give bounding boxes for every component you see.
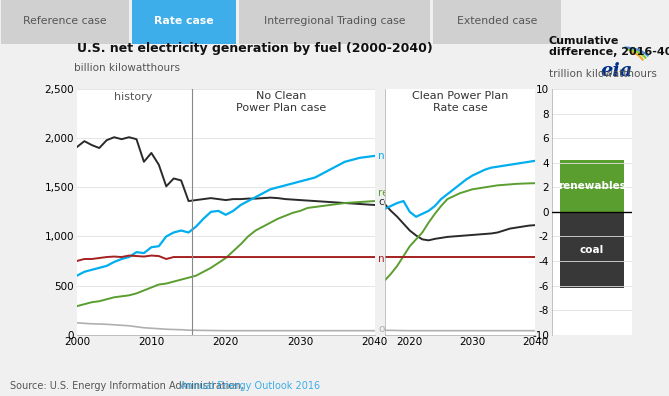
Text: coal: coal	[379, 196, 400, 207]
Text: Clean Power Plan
Rate case: Clean Power Plan Rate case	[411, 91, 508, 113]
Text: U.S. net electricity generation by fuel (2000-2040): U.S. net electricity generation by fuel …	[77, 42, 433, 55]
Text: eia: eia	[600, 62, 632, 80]
Text: trillion kilowatthours: trillion kilowatthours	[549, 69, 656, 79]
Text: No Clean
Power Plan case: No Clean Power Plan case	[236, 91, 326, 113]
Bar	[560, 160, 624, 212]
Text: Reference case: Reference case	[23, 16, 107, 26]
Text: renewables: renewables	[558, 181, 626, 191]
Bar	[239, 0, 430, 44]
Text: history: history	[114, 92, 152, 102]
Text: Rate case: Rate case	[154, 16, 214, 26]
Text: Interregional Trading case: Interregional Trading case	[264, 16, 405, 26]
Text: Extended case: Extended case	[456, 16, 537, 26]
Text: Annual Energy Outlook 2016: Annual Energy Outlook 2016	[180, 381, 320, 391]
Bar	[132, 0, 236, 44]
Bar	[560, 212, 624, 288]
Text: coal: coal	[580, 245, 604, 255]
Bar	[1, 0, 129, 44]
Text: renewables: renewables	[379, 188, 438, 198]
Text: Cumulative
difference, 2016-40: Cumulative difference, 2016-40	[549, 36, 669, 57]
Text: billion kilowatthours: billion kilowatthours	[74, 63, 179, 73]
Text: Source: U.S. Energy Information Administration,: Source: U.S. Energy Information Administ…	[10, 381, 247, 391]
Text: nuclear: nuclear	[379, 253, 417, 263]
Bar	[433, 0, 561, 44]
Text: natural gas: natural gas	[379, 151, 438, 161]
Text: other: other	[379, 324, 406, 334]
